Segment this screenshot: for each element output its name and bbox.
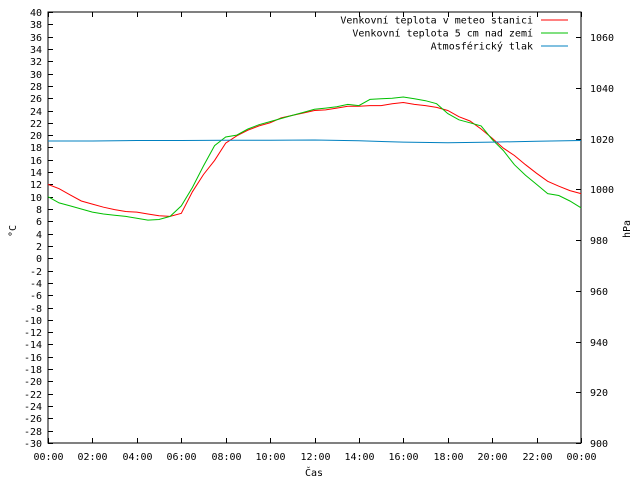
y-tick-label: 36 bbox=[30, 33, 42, 44]
x-tick-label: 20:00 bbox=[477, 452, 507, 463]
y-tick-label: 14 bbox=[30, 168, 42, 179]
y2-axis-label: hPa bbox=[622, 220, 633, 238]
y-tick-label: 40 bbox=[30, 8, 42, 19]
y-tick-label: 28 bbox=[30, 82, 42, 93]
x-tick-label: 16:00 bbox=[388, 452, 418, 463]
y-tick-label: -20 bbox=[24, 377, 42, 388]
series-line-1 bbox=[47, 101, 582, 217]
x-tick-label: 00:00 bbox=[566, 452, 596, 463]
y2-tick-label: 960 bbox=[590, 287, 608, 298]
series-line-2 bbox=[47, 96, 582, 221]
y-tick-label: 26 bbox=[30, 94, 42, 105]
legend-label-3: Atmosférický tlak bbox=[431, 41, 533, 53]
plot-border bbox=[47, 11, 582, 444]
y-tick-label: 38 bbox=[30, 20, 42, 31]
y-tick-label: 4 bbox=[36, 230, 42, 241]
y2-tick-label: 1000 bbox=[590, 185, 614, 196]
y-tick-label: 12 bbox=[30, 180, 42, 191]
y-tick-label: -26 bbox=[24, 414, 42, 425]
legend: Venkovní teplota v meteo staniciVenkovní… bbox=[340, 15, 568, 53]
x-tick-label: 10:00 bbox=[255, 452, 285, 463]
legend-label-1: Venkovní teplota v meteo stanici bbox=[340, 15, 533, 27]
y-tick-label: -10 bbox=[24, 316, 42, 327]
y-tick-label: 22 bbox=[30, 119, 42, 130]
y-tick-label: 10 bbox=[30, 193, 42, 204]
x-tick-label: 18:00 bbox=[433, 452, 463, 463]
y-tick-label: 32 bbox=[30, 57, 42, 68]
x-tick-label: 00:00 bbox=[33, 452, 63, 463]
y-tick-label: -16 bbox=[24, 353, 42, 364]
y-tick-label: -8 bbox=[30, 304, 42, 315]
x-tick-label: 02:00 bbox=[77, 452, 107, 463]
y-tick-label: -2 bbox=[30, 267, 42, 278]
legend-label-2: Venkovní teplota 5 cm nad zemí bbox=[352, 28, 533, 40]
y2-tick-label: 1060 bbox=[590, 33, 614, 44]
y-tick-label: 2 bbox=[36, 242, 42, 253]
x-tick-label: 22:00 bbox=[522, 452, 552, 463]
x-tick-label: 12:00 bbox=[300, 452, 330, 463]
x-tick-label: 14:00 bbox=[344, 452, 374, 463]
y-tick-label: 16 bbox=[30, 156, 42, 167]
y-tick-label: 30 bbox=[30, 70, 42, 81]
y-tick-label: -18 bbox=[24, 365, 42, 376]
y-tick-label: -14 bbox=[24, 340, 42, 351]
y2-tick-label: 900 bbox=[590, 439, 608, 450]
y-axis-label: °C bbox=[8, 225, 19, 237]
y-tick-label: 20 bbox=[30, 131, 42, 142]
y-tick-label: 18 bbox=[30, 143, 42, 154]
y-tick-label: 0 bbox=[36, 254, 42, 265]
y2-tick-label: 1040 bbox=[590, 84, 614, 95]
x-tick-label: 04:00 bbox=[122, 452, 152, 463]
x-axis-label: Čas bbox=[305, 466, 323, 479]
axes: -30-28-26-24-22-20-18-16-14-12-10-8-6-4-… bbox=[24, 8, 614, 463]
y-tick-label: -24 bbox=[24, 402, 42, 413]
series-line-3 bbox=[48, 139, 582, 144]
y2-tick-label: 940 bbox=[590, 338, 608, 349]
y-tick-label: -4 bbox=[30, 279, 42, 290]
y-tick-label: -6 bbox=[30, 291, 42, 302]
y-tick-label: -22 bbox=[24, 390, 42, 401]
series-group bbox=[47, 96, 582, 221]
y-tick-label: 8 bbox=[36, 205, 42, 216]
x-tick-label: 08:00 bbox=[211, 452, 241, 463]
y-tick-label: -12 bbox=[24, 328, 42, 339]
y2-tick-label: 920 bbox=[590, 388, 608, 399]
y2-tick-label: 1020 bbox=[590, 135, 614, 146]
y-tick-label: -30 bbox=[24, 439, 42, 450]
y-tick-label: 6 bbox=[36, 217, 42, 228]
y2-tick-label: 980 bbox=[590, 236, 608, 247]
y-tick-label: -28 bbox=[24, 427, 42, 438]
y-tick-label: 24 bbox=[30, 107, 42, 118]
y-tick-label: 34 bbox=[30, 45, 42, 56]
x-tick-label: 06:00 bbox=[166, 452, 196, 463]
